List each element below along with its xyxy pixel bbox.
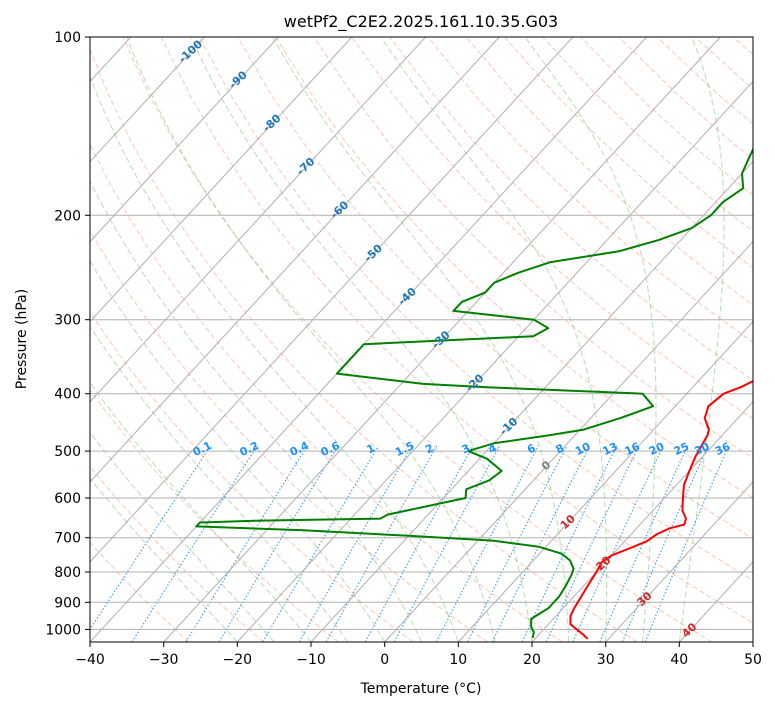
moist-adiabat [524, 37, 657, 642]
mixing-ratio-label: 10 [573, 440, 593, 458]
x-tick-label: −40 [75, 652, 105, 668]
plot-area: -100-90-80-70-60-50-40-30-20-10010203040… [90, 37, 753, 642]
isotherm [384, 240, 753, 642]
x-tick-label: 0 [380, 652, 389, 668]
isotherm [236, 80, 753, 642]
isotherm [90, 37, 279, 243]
dry-adiabat [90, 389, 339, 642]
mixing-ratio-label: 20 [647, 440, 667, 458]
isotherm [90, 37, 353, 323]
y-axis-title: Pressure (hPa) [14, 289, 30, 389]
mixing-ratio-line [621, 445, 709, 642]
mixing-ratio-line [364, 445, 474, 642]
isotherm [457, 320, 753, 642]
mixing-ratio-line [599, 445, 689, 642]
y-tick-label: 600 [54, 491, 81, 507]
dry-adiabat [160, 37, 753, 624]
mixing-ratio-label: 30 [692, 440, 712, 458]
mixing-ratio-label: 13 [601, 440, 620, 458]
mixing-ratio-line [298, 445, 413, 642]
x-axis: −40 −30 −20 −10 0 10 20 30 40 50 [75, 642, 762, 668]
mixing-ratio-line [467, 445, 568, 642]
mixing-ratio-line [325, 445, 438, 642]
x-tick-label: −30 [149, 652, 179, 668]
mixing-ratio-line [491, 445, 590, 642]
dry-adiabats [90, 37, 753, 642]
isotherm [163, 37, 721, 642]
y-tick-label: 100 [54, 30, 81, 46]
mixing-ratio-lines [90, 445, 730, 642]
isotherm [310, 160, 753, 642]
isotherm [90, 37, 574, 563]
dry-adiabat [198, 37, 753, 581]
dewpoint-profile [195, 147, 753, 639]
dry-adiabat [90, 310, 414, 642]
mixing-ratio-line [131, 445, 258, 642]
mixing-ratio-label: 36 [713, 440, 733, 458]
profiles [195, 147, 753, 640]
dry-adiabat [275, 37, 753, 499]
y-tick-label: 900 [54, 595, 81, 611]
moist-adiabat [90, 180, 422, 642]
isotherm [605, 481, 753, 642]
y-tick-label: 200 [54, 208, 81, 224]
moist-adiabats [90, 37, 725, 642]
moist-adiabat [90, 431, 275, 642]
moist-adiabat [90, 477, 238, 642]
y-tick-label: 1000 [45, 622, 81, 638]
x-tick-label: −10 [296, 652, 326, 668]
y-axis: 100 200 300 400 500 600 700 800 900 1000 [45, 30, 90, 638]
y-tick-label: 800 [54, 565, 81, 581]
moist-adiabat [678, 37, 725, 642]
x-tick-label: 30 [597, 652, 615, 668]
mixing-ratio-label: 16 [623, 440, 643, 458]
temperature-profile [569, 379, 753, 640]
isotherm [531, 401, 753, 642]
mixing-ratio-line [521, 445, 618, 642]
mixing-ratio-line [644, 445, 730, 642]
moist-adiabat [90, 325, 349, 642]
dry-adiabat [90, 143, 563, 642]
x-axis-title: Temperature (°C) [360, 681, 482, 697]
moist-adiabat [272, 37, 570, 642]
isotherm [90, 37, 500, 483]
mixing-ratio-line [262, 445, 380, 642]
chart-title: wetPf2_C2E2.2025.161.10.35.G03 [284, 12, 558, 32]
isotherm [90, 37, 647, 642]
moist-adiabat [90, 260, 386, 642]
plot-frame [89, 36, 754, 643]
isotherm [90, 37, 426, 403]
y-tick-label: 300 [54, 313, 81, 329]
dry-adiabat [389, 37, 753, 381]
x-tick-label: 10 [449, 652, 467, 668]
mixing-ratio-label: 25 [672, 440, 691, 458]
skewed-isotherms [90, 37, 753, 642]
mixing-ratio-line [185, 445, 308, 642]
x-tick-label: 50 [744, 652, 762, 668]
dry-adiabat [90, 47, 638, 642]
moist-adiabat [126, 37, 496, 642]
dry-adiabat [122, 37, 712, 642]
moist-adiabat [90, 75, 459, 642]
x-tick-label: 20 [523, 652, 541, 668]
isotherm [90, 37, 205, 163]
dry-adiabat [313, 37, 753, 459]
dry-adiabat [237, 37, 753, 540]
y-tick-label: 400 [54, 387, 81, 403]
y-tick-label: 700 [54, 531, 81, 547]
dry-adiabat [90, 465, 264, 642]
x-tick-label: 40 [670, 652, 688, 668]
y-tick-label: 500 [54, 444, 81, 460]
mixing-ratio-line [545, 445, 640, 642]
x-tick-label: −20 [223, 652, 253, 668]
mixing-ratio-line [90, 445, 212, 631]
moist-adiabat [380, 37, 608, 642]
